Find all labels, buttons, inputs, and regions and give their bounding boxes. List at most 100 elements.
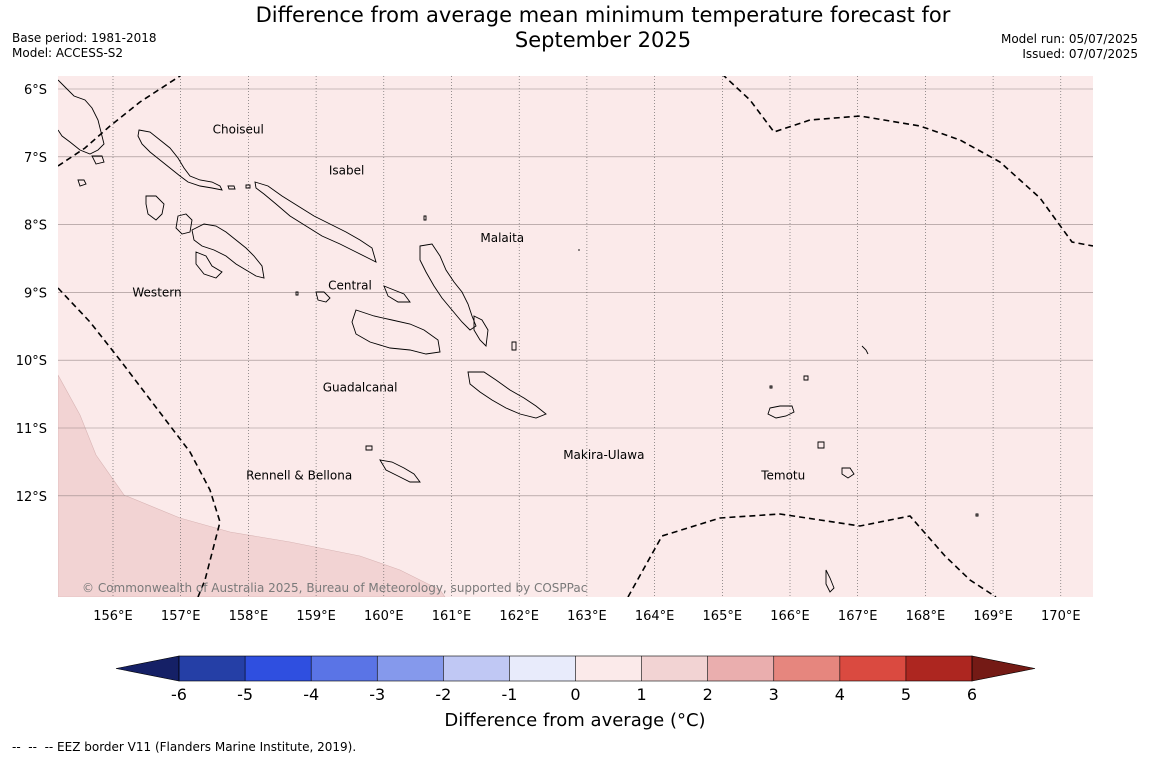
island-shortland bbox=[91, 155, 105, 165]
map-background bbox=[58, 76, 1093, 597]
colorbar-cell bbox=[839, 656, 907, 681]
island-choiseul-small bbox=[227, 184, 251, 190]
chart-title: Difference from average mean minimum tem… bbox=[200, 3, 1006, 53]
colorbar-cell bbox=[905, 656, 973, 681]
lon-label: 164°E bbox=[635, 609, 675, 624]
lat-label: 8°S bbox=[24, 219, 47, 234]
colorbar-tick-label: 3 bbox=[769, 685, 779, 704]
lon-label: 169°E bbox=[973, 609, 1013, 624]
island-ontong-java bbox=[423, 215, 427, 221]
island-duff bbox=[861, 345, 869, 355]
base-period: Base period: 1981-2018 bbox=[12, 31, 157, 45]
colorbar-tick-label: 1 bbox=[636, 685, 646, 704]
island-guadalcanal bbox=[351, 309, 441, 355]
model-name: Model: ACCESS-S2 bbox=[12, 46, 124, 60]
region-label: Makira-Ulawa bbox=[563, 448, 644, 462]
colorbar-tick-label: 5 bbox=[901, 685, 911, 704]
region-labels: Choiseul Isabel Malaita Western Central Guada… bbox=[132, 123, 805, 483]
lat-label: 7°S bbox=[24, 151, 47, 166]
latitude-labels: 6°S 7°S 8°S 9°S 10°S 11°S 12°S bbox=[16, 83, 47, 505]
colorbar-over-triangle bbox=[971, 655, 1036, 682]
lon-label: 161°E bbox=[432, 609, 472, 624]
colorbar-cell bbox=[179, 656, 246, 681]
island-rendova bbox=[195, 251, 223, 279]
lon-label: 158°E bbox=[229, 609, 269, 624]
title-line-2: September 2025 bbox=[514, 28, 692, 52]
island-isabel bbox=[254, 181, 377, 263]
colorbar-cell bbox=[245, 656, 312, 681]
colorbar-tick-label: -1 bbox=[501, 685, 517, 704]
region-label: Guadalcanal bbox=[323, 380, 398, 394]
colorbar-cell bbox=[575, 656, 642, 681]
colorbar-cell bbox=[641, 656, 708, 681]
colorbar-tick-label: -2 bbox=[435, 685, 451, 704]
island-small-malaita bbox=[473, 315, 489, 347]
lat-label: 12°S bbox=[16, 490, 47, 505]
region-label: Rennell & Bellona bbox=[246, 468, 352, 482]
island-choiseul bbox=[137, 129, 223, 191]
island-reef bbox=[803, 375, 809, 381]
colorbar-cell bbox=[707, 656, 775, 681]
colorbar-label: Difference from average (°C) bbox=[444, 710, 706, 731]
colorbar-ticks: -6 -5 -4 -3 -2 -1 0 1 2 3 4 5 6 bbox=[171, 656, 977, 704]
region-label: Central bbox=[328, 279, 372, 293]
colorbar-tick-label: 0 bbox=[570, 685, 580, 704]
colorbar-cell bbox=[509, 656, 576, 681]
colorbar-tick-label: -3 bbox=[369, 685, 385, 704]
colorbar-under-triangle bbox=[115, 655, 180, 682]
meta-right: Model run: 05/07/2025 Issued: 07/07/2025 bbox=[1001, 32, 1138, 62]
issued-date: Issued: 07/07/2025 bbox=[1022, 47, 1138, 61]
colorbar-tick-label: -4 bbox=[303, 685, 319, 704]
island-bellona bbox=[365, 445, 373, 451]
island-vella-lavella bbox=[145, 195, 165, 221]
lon-label: 162°E bbox=[499, 609, 539, 624]
region-label: Malaita bbox=[480, 231, 524, 245]
lon-label: 160°E bbox=[364, 609, 404, 624]
colorbar-tick-label: -6 bbox=[171, 685, 187, 704]
lon-label: 159°E bbox=[296, 609, 336, 624]
colorbar-cells bbox=[179, 656, 973, 681]
island-utupua bbox=[817, 441, 825, 449]
region-label: Western bbox=[132, 285, 181, 299]
island-malaita bbox=[419, 243, 477, 331]
island-kolombangara bbox=[175, 213, 193, 235]
region-label: Temotu bbox=[760, 468, 805, 482]
colorbar-cell bbox=[773, 656, 841, 681]
island-tikopia bbox=[975, 513, 979, 517]
gridlines bbox=[58, 76, 1093, 597]
colorbar-tick-label: 4 bbox=[835, 685, 845, 704]
eez-south bbox=[627, 513, 997, 597]
model-run: Model run: 05/07/2025 bbox=[1000, 32, 1138, 46]
lat-label: 10°S bbox=[16, 354, 47, 369]
lat-label: 11°S bbox=[16, 422, 47, 437]
anomaly-patch bbox=[58, 374, 446, 597]
colorbar-tick-label: -5 bbox=[237, 685, 253, 704]
colorbar-cell bbox=[443, 656, 510, 681]
island-makira bbox=[467, 371, 547, 419]
footnote: -- -- -- EEZ border V11 (Flanders Marine… bbox=[12, 740, 357, 754]
lon-label: 167°E bbox=[838, 609, 878, 624]
lon-label: 163°E bbox=[567, 609, 607, 624]
eez-border bbox=[58, 76, 1093, 597]
lon-label: 170°E bbox=[1041, 609, 1081, 624]
colorbar-tick-label: 2 bbox=[703, 685, 713, 704]
island-rennell bbox=[379, 459, 421, 483]
lat-label: 9°S bbox=[24, 286, 47, 301]
eez-north-west bbox=[58, 76, 181, 167]
island-russell bbox=[315, 291, 331, 303]
region-label: Isabel bbox=[329, 163, 364, 177]
island-florida bbox=[383, 285, 411, 303]
lon-label: 156°E bbox=[93, 609, 133, 624]
island-new-georgia bbox=[191, 223, 265, 279]
coastlines bbox=[58, 79, 979, 593]
colorbar-tick-label: 6 bbox=[967, 685, 977, 704]
eez-west bbox=[58, 287, 221, 597]
island-vanikoro bbox=[841, 467, 855, 479]
island-bougainville bbox=[58, 79, 105, 155]
title-line-1: Difference from average mean minimum tem… bbox=[255, 3, 951, 27]
colorbar-cell bbox=[311, 656, 378, 681]
colorbar: -6 -5 -4 -3 -2 -1 0 1 2 3 4 5 6 bbox=[115, 655, 1036, 704]
longitude-labels: 156°E 157°E 158°E 159°E 160°E 161°E 162°E 163°E… bbox=[93, 609, 1080, 624]
colorbar-cell bbox=[377, 656, 444, 681]
